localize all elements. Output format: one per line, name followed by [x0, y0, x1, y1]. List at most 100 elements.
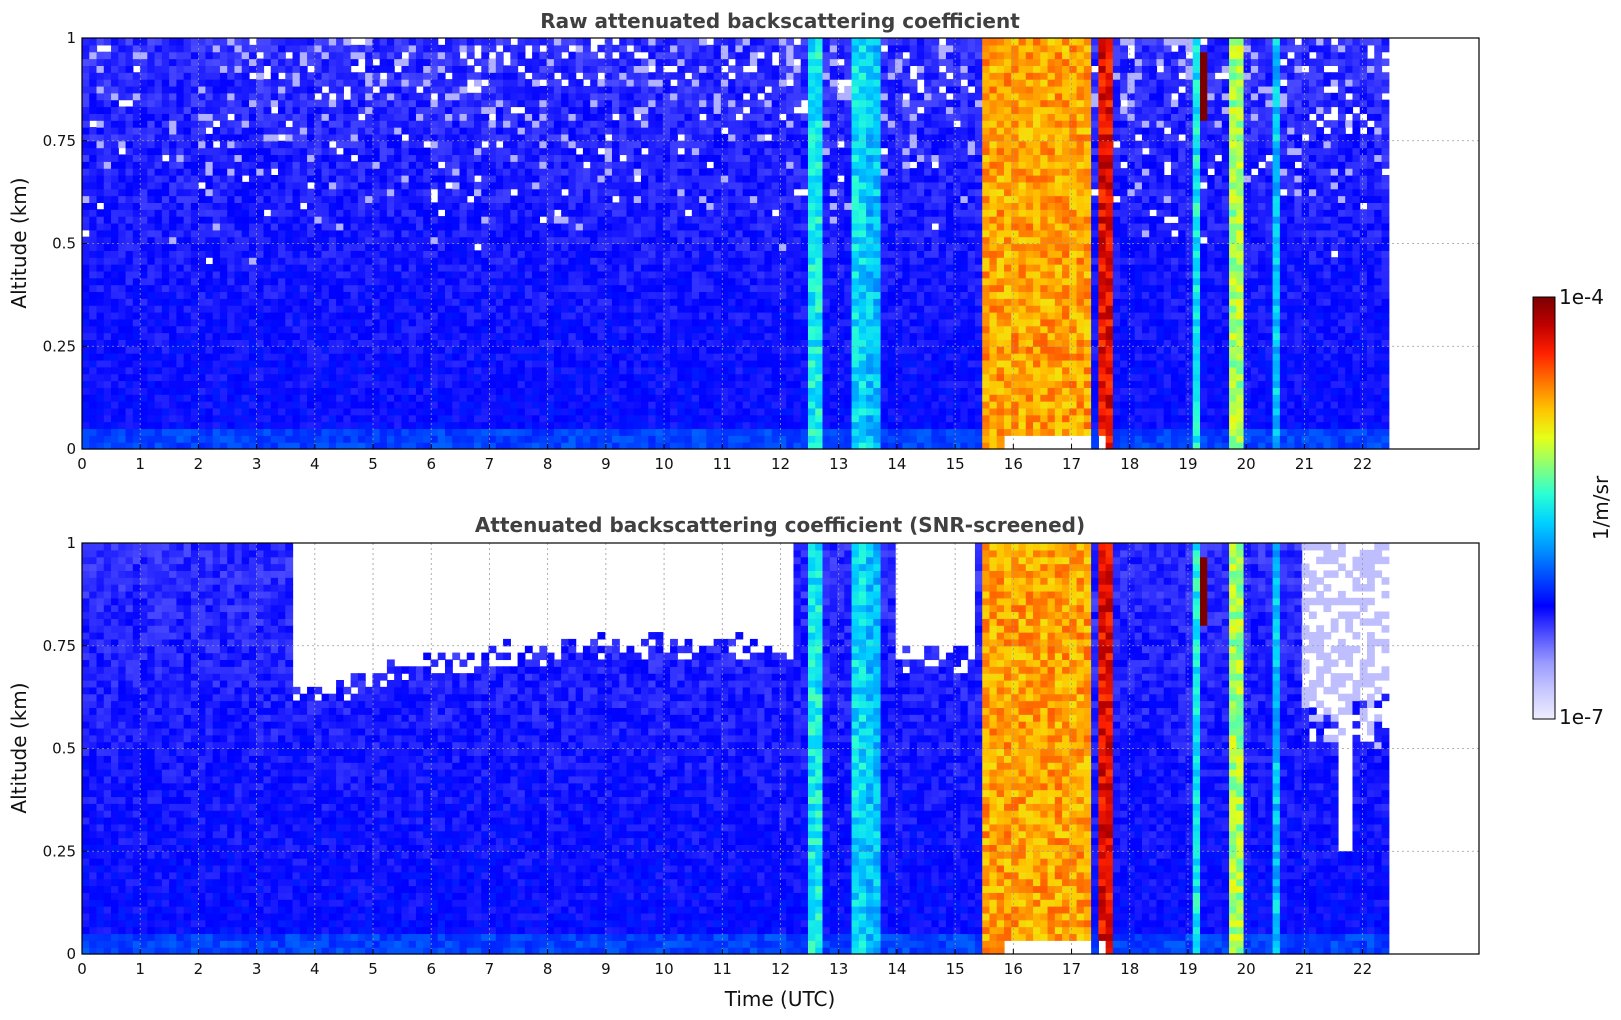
heatmap-cell: [488, 72, 497, 80]
heatmap-cell: [292, 195, 301, 203]
heatmap-cell: [517, 181, 526, 190]
heatmap-cell: [517, 421, 526, 430]
heatmap-cell: [677, 270, 686, 279]
heatmap-cell: [394, 305, 403, 313]
heatmap-cell: [270, 332, 279, 340]
heatmap-cell: [641, 270, 649, 279]
heatmap-cell: [590, 161, 599, 169]
heatmap-cell: [176, 161, 185, 169]
heatmap-cell: [292, 147, 301, 156]
heatmap-cell: [670, 264, 678, 272]
heatmap-cell: [626, 359, 635, 368]
heatmap-cell: [452, 339, 461, 347]
heatmap-cell: [314, 353, 323, 361]
heatmap-cell: [154, 346, 163, 354]
heatmap-cell: [604, 44, 613, 53]
heatmap-cell: [336, 401, 344, 409]
heatmap-cell: [89, 291, 98, 299]
heatmap-cell: [132, 209, 141, 217]
heatmap-cell: [532, 332, 540, 340]
heatmap-cell: [633, 195, 642, 203]
heatmap-cell: [662, 195, 671, 203]
heatmap-cell: [452, 291, 461, 299]
heatmap-cell: [553, 270, 562, 279]
heatmap-cell: [176, 127, 185, 135]
heatmap-cell: [575, 79, 584, 87]
heatmap-cell: [401, 284, 410, 293]
heatmap-cell: [205, 421, 214, 430]
heatmap-cell: [677, 51, 686, 60]
heatmap-cell: [386, 113, 395, 121]
heatmap-cell: [561, 359, 570, 368]
heatmap-cell: [408, 181, 417, 190]
heatmap-cell: [357, 202, 366, 210]
heatmap-cell: [553, 366, 562, 375]
heatmap-cell: [118, 243, 127, 251]
heatmap-cell: [633, 305, 642, 313]
heatmap-cell: [263, 442, 272, 450]
heatmap-cell: [626, 380, 635, 388]
heatmap-cell: [125, 38, 134, 46]
heatmap-cell: [691, 222, 700, 231]
heatmap-cell: [633, 264, 642, 272]
heatmap-cell: [336, 366, 344, 375]
heatmap-cell: [553, 277, 562, 286]
heatmap-cell: [241, 113, 250, 121]
heatmap-cell: [670, 435, 678, 443]
heatmap-cell: [154, 236, 163, 245]
heatmap-cell: [408, 236, 417, 245]
heatmap-cell: [459, 140, 468, 149]
heatmap-cell: [691, 428, 700, 436]
heatmap-cell: [648, 209, 657, 217]
heatmap-cell: [190, 277, 199, 286]
heatmap-cell: [415, 401, 424, 409]
heatmap-cell: [401, 243, 410, 251]
heatmap-cell: [176, 414, 185, 423]
heatmap-cell: [495, 133, 504, 142]
heatmap-cell: [263, 339, 272, 347]
heatmap-cell: [82, 332, 90, 340]
heatmap-cell: [437, 298, 446, 306]
heatmap-cell: [510, 414, 519, 423]
heatmap-cell: [670, 216, 678, 224]
heatmap-cell: [241, 51, 250, 60]
heatmap-cell: [590, 147, 599, 156]
heatmap-cell: [176, 120, 185, 128]
heatmap-cell: [604, 209, 613, 217]
heatmap-cell: [546, 332, 555, 340]
heatmap-cell: [161, 325, 170, 334]
heatmap-cell: [582, 353, 591, 361]
heatmap-cell: [132, 195, 141, 203]
heatmap-cell: [292, 305, 301, 313]
heatmap-cell: [365, 421, 373, 430]
heatmap-cell: [561, 181, 570, 190]
heatmap-cell: [677, 291, 686, 299]
heatmap-cell: [662, 401, 671, 409]
heatmap-cell: [459, 277, 468, 286]
heatmap-cell: [662, 264, 671, 272]
heatmap-cell: [474, 140, 482, 149]
heatmap-cell: [670, 209, 678, 217]
heatmap-cell: [510, 222, 519, 231]
heatmap-cell: [140, 44, 148, 53]
heatmap-cell: [474, 106, 482, 114]
heatmap-cell: [386, 394, 395, 402]
heatmap-cell: [532, 435, 540, 443]
heatmap-cell: [524, 243, 533, 251]
heatmap-cell: [263, 79, 272, 87]
heatmap-cell: [227, 99, 236, 108]
heatmap-cell: [336, 407, 344, 416]
heatmap-cell: [169, 216, 177, 224]
heatmap-cell: [89, 312, 98, 320]
heatmap-cell: [619, 380, 628, 388]
heatmap-cell: [408, 305, 417, 313]
heatmap-cell: [205, 442, 214, 450]
heatmap-cell: [314, 346, 323, 354]
heatmap-cell: [212, 401, 221, 409]
heatmap-cell: [539, 133, 548, 142]
heatmap-cell: [568, 127, 577, 135]
heatmap-cell: [532, 79, 540, 87]
heatmap-cell: [278, 222, 286, 231]
heatmap-cell: [408, 140, 417, 149]
heatmap-cell: [82, 318, 90, 327]
